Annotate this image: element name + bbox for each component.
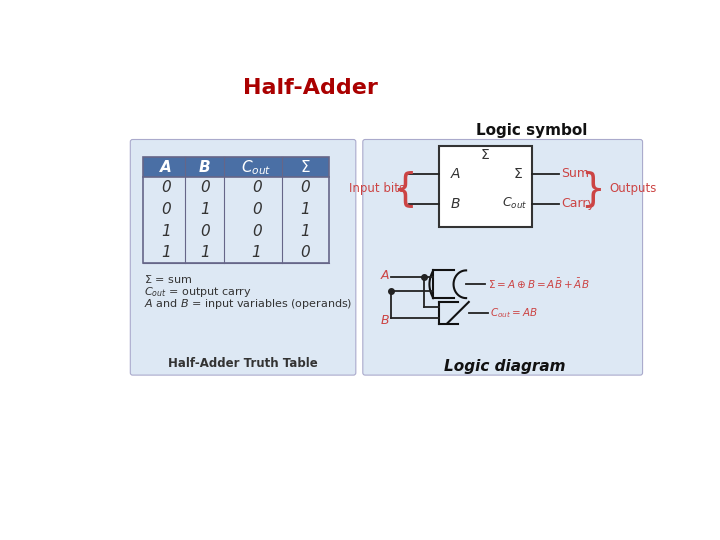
Text: $C_{out}$ = output carry: $C_{out}$ = output carry [144,285,252,299]
Text: 0: 0 [252,202,261,217]
Text: 1: 1 [300,202,310,217]
Text: A: A [451,167,460,181]
Text: $\Sigma = A \oplus B = A\bar{B} + \bar{A}B$: $\Sigma = A \oplus B = A\bar{B} + \bar{A… [488,277,589,291]
Text: $\Sigma$: $\Sigma$ [480,148,490,162]
Bar [143,199,329,220]
Text: B: B [381,314,389,327]
Text: 0: 0 [200,224,210,239]
Text: Half-Adder: Half-Adder [243,78,378,98]
FancyBboxPatch shape [130,139,356,375]
Text: 0: 0 [161,202,171,217]
Text: Logic symbol: Logic symbol [476,123,588,138]
Text: }: } [580,170,605,208]
Bar [143,157,329,177]
Text: {: { [392,170,417,208]
Text: 1: 1 [161,224,171,239]
Text: Input bits: Input bits [348,183,405,195]
Text: 1: 1 [200,202,210,217]
Text: 0: 0 [200,180,210,195]
Bar [143,242,329,264]
Text: 0: 0 [300,180,310,195]
Text: 1: 1 [200,245,210,260]
Bar [143,220,329,242]
Text: Half-Adder Truth Table: Half-Adder Truth Table [168,357,318,370]
Text: A: A [160,160,172,175]
Bar [143,157,329,264]
Text: Sum: Sum [561,167,589,180]
Text: 1: 1 [252,245,261,260]
Text: 1: 1 [300,224,310,239]
Text: $\Sigma$ = sum: $\Sigma$ = sum [144,273,192,285]
Text: $C_{out} = AB$: $C_{out} = AB$ [490,306,539,320]
Text: $C_{out}$: $C_{out}$ [241,158,272,177]
Text: B: B [199,160,210,175]
Bar [143,177,329,199]
Text: 0: 0 [300,245,310,260]
Text: $C_{out}$: $C_{out}$ [502,197,527,212]
FancyBboxPatch shape [363,139,642,375]
Text: Logic diagram: Logic diagram [444,359,565,374]
Text: $\Sigma$: $\Sigma$ [513,167,523,181]
Text: 1: 1 [161,245,171,260]
Text: 0: 0 [252,224,261,239]
Text: B: B [451,197,460,211]
Text: Outputs: Outputs [609,183,657,195]
Text: $\Sigma$: $\Sigma$ [300,159,311,175]
Text: $A$ and $B$ = input variables (operands): $A$ and $B$ = input variables (operands) [144,298,353,312]
Text: 0: 0 [252,180,261,195]
Text: A: A [381,268,389,281]
Bar [438,146,532,226]
Text: Carry: Carry [561,197,595,211]
Text: 0: 0 [161,180,171,195]
